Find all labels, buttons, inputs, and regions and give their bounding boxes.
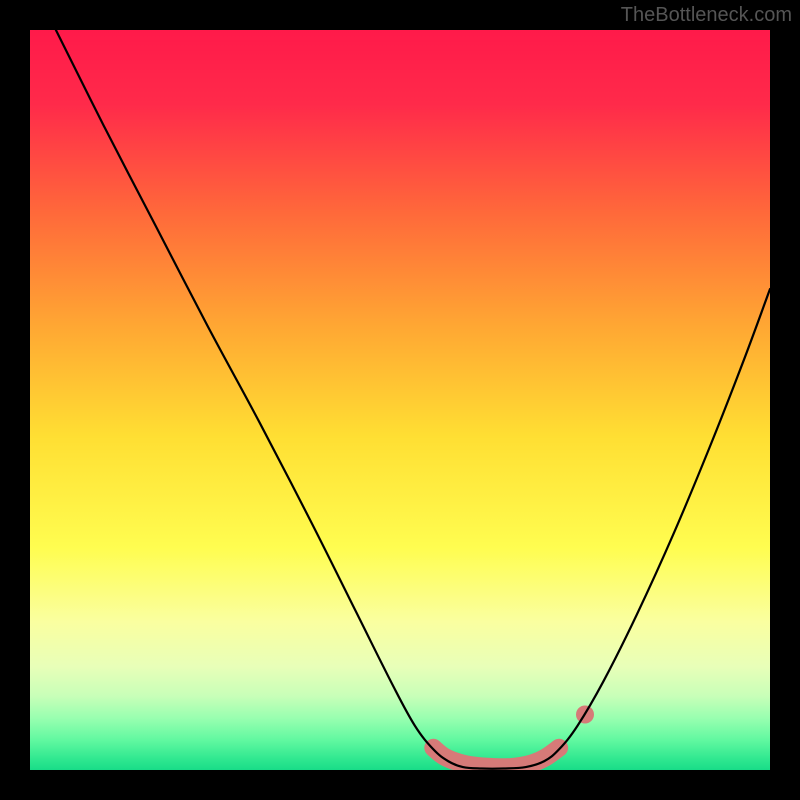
- chart-container: [30, 30, 770, 770]
- chart-background: [30, 30, 770, 770]
- watermark-label: TheBottleneck.com: [621, 4, 792, 27]
- bottleneck-chart: [30, 30, 770, 770]
